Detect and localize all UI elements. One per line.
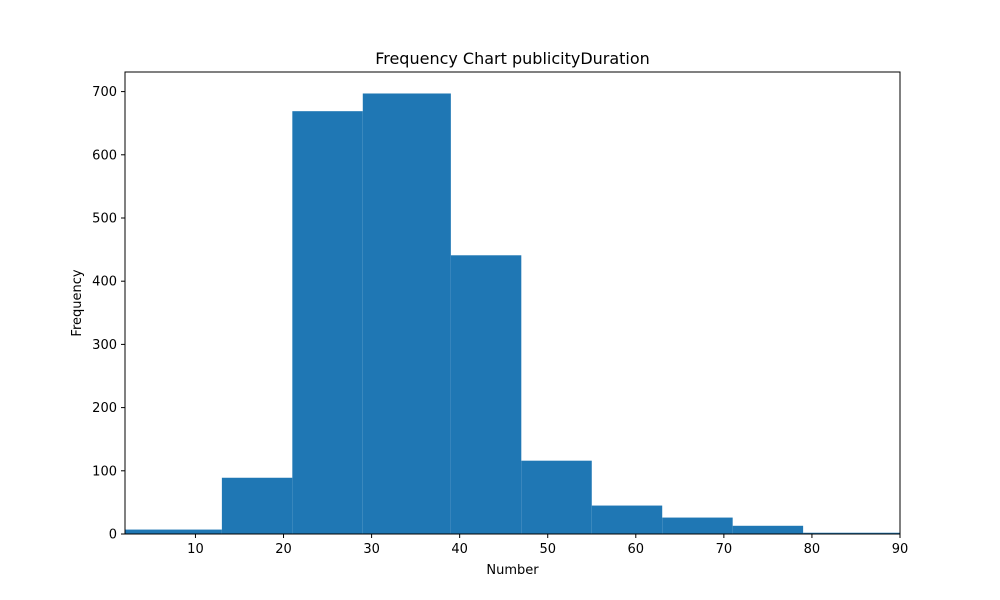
y-axis: 0 100 200 300 400 500 600 700: [92, 85, 125, 543]
x-tick-label: 40: [451, 542, 468, 557]
x-tick-label: 70: [716, 542, 733, 557]
x-tick-label: 90: [892, 542, 909, 557]
x-tick-label: 30: [363, 542, 380, 557]
histogram-bar-5: [521, 460, 592, 534]
y-tick-label: 200: [92, 401, 117, 416]
chart-title: Frequency Chart publicityDuration: [375, 49, 650, 68]
x-tick-label: 50: [539, 542, 556, 557]
histogram-bar-7: [662, 517, 733, 534]
y-tick-label: 500: [92, 211, 117, 226]
x-tick-label: 10: [187, 542, 204, 557]
x-tick-label: 60: [628, 542, 645, 557]
bars-layer: [125, 93, 900, 534]
histogram-bar-3: [362, 93, 451, 534]
y-axis-label: Frequency: [70, 269, 85, 336]
histogram-bar-0: [125, 529, 222, 534]
histogram-bar-4: [450, 255, 522, 534]
y-tick-label: 400: [92, 275, 117, 290]
plot-frame: [124, 71, 901, 535]
x-tick-label: 80: [804, 542, 821, 557]
y-tick-label: 600: [92, 148, 117, 163]
histogram-bar-6: [591, 505, 663, 534]
histogram-bar-1: [221, 477, 293, 534]
histogram-bar-2: [292, 111, 363, 534]
x-axis: 10 20 30 40 50 60 70 80 90: [187, 534, 908, 557]
y-tick-label: 700: [92, 85, 117, 100]
y-tick-label: 300: [92, 338, 117, 353]
histogram-bar-9: [803, 532, 900, 534]
y-tick-label: 100: [92, 464, 117, 479]
x-axis-label: Number: [486, 563, 539, 578]
histogram-bar-8: [732, 525, 804, 534]
x-tick-label: 20: [275, 542, 292, 557]
y-tick-label: 0: [109, 528, 117, 543]
